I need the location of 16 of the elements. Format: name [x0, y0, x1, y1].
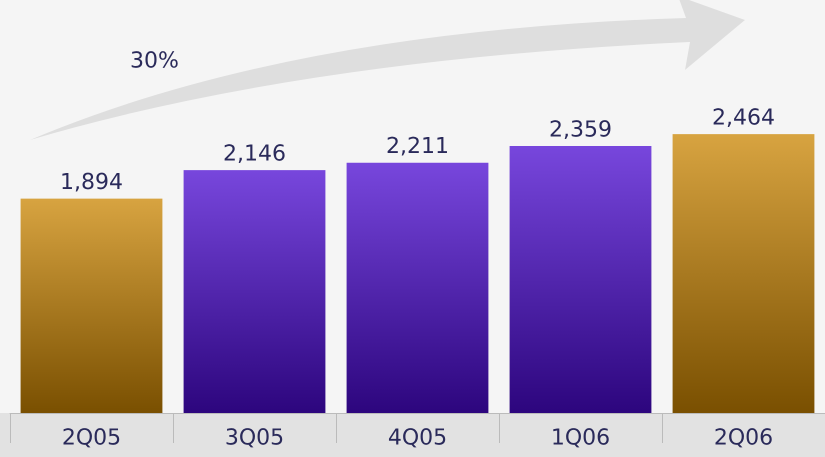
bar	[184, 170, 326, 413]
data-label: 2,211	[386, 134, 449, 160]
x-tick-label: 3Q05	[224, 426, 284, 450]
bar	[20, 198, 162, 413]
data-label: 2,359	[549, 117, 612, 142]
data-label: 2,464	[712, 106, 775, 131]
data-label: 2,146	[223, 142, 286, 167]
x-tick-label: 1Q06	[550, 426, 610, 450]
bar	[346, 162, 488, 413]
bar	[510, 146, 652, 413]
x-tick-label: 2Q05	[62, 426, 122, 450]
text: 30%	[130, 48, 179, 74]
bar	[672, 134, 814, 413]
x-tick-label: 2Q06	[714, 426, 774, 450]
x-tick-label: 4Q05	[388, 426, 448, 450]
data-label: 1,894	[60, 170, 123, 196]
